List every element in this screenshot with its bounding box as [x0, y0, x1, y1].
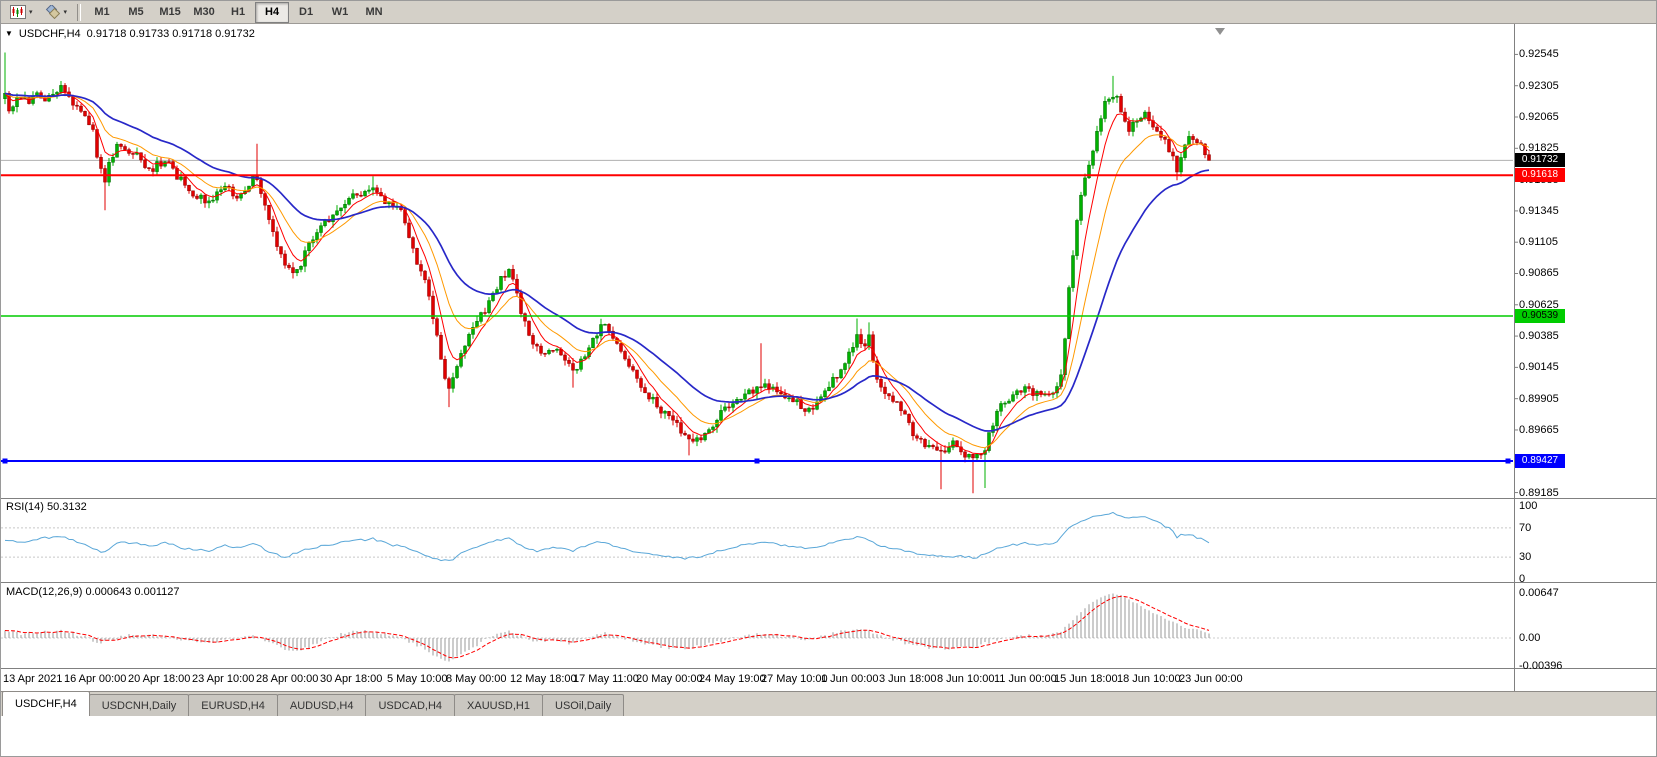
time-axis-label: 12 May 18:00: [510, 673, 577, 685]
rsi-axis-tick: 30: [1519, 551, 1532, 564]
macd-axis-tick: 0.00647: [1519, 587, 1559, 599]
macd-axis-tick: 0.00: [1519, 632, 1541, 644]
time-axis-label: 28 Apr 00:00: [256, 673, 319, 685]
hline-price-tag-0.90539: 0.90539: [1515, 309, 1565, 323]
time-axis-label: 5 May 10:00: [387, 673, 448, 685]
current-price-tag: 0.91732: [1515, 153, 1565, 168]
price-axis-tick: 0.91345: [1519, 204, 1559, 217]
chart-ohlc-values: 0.91718 0.91733 0.91718 0.91732: [86, 28, 255, 40]
chart-ohlc-header: ▼ USDCHF,H4 0.91718 0.91733 0.91718 0.91…: [5, 28, 255, 40]
hline-price-tag-0.89427: 0.89427: [1515, 454, 1565, 468]
time-axis-label: 23 Jun 00:00: [1179, 673, 1243, 685]
macd-histogram: [4, 593, 1210, 662]
time-axis-label: 24 May 19:00: [699, 673, 766, 685]
rsi-axis-tick: 0: [1519, 573, 1526, 585]
timeframe-h1[interactable]: H1: [231, 6, 246, 18]
moving-average-fast: [4, 91, 1210, 455]
price-axis-tick: 0.90385: [1519, 330, 1559, 343]
price-axis-tick: 0.91825: [1519, 142, 1559, 155]
time-axis-label: 17 May 11:00: [573, 673, 639, 685]
moving-average-mid: [4, 92, 1210, 449]
chart-profile-button[interactable]: ▾: [39, 2, 74, 23]
price-axis-tick: 0.90865: [1519, 267, 1559, 280]
time-axis-label: 18 Jun 10:00: [1117, 673, 1181, 685]
time-axis-label: 27 May 10:00: [761, 673, 828, 685]
time-axis-label: 16 Apr 00:00: [64, 673, 127, 685]
rsi-indicator-label: RSI(14) 50.3132: [6, 501, 87, 513]
price-axis-tick: 0.89185: [1519, 486, 1559, 499]
time-axis-label: 8 May 00:00: [446, 673, 507, 685]
macd-indicator-label: MACD(12,26,9) 0.000643 0.001127: [6, 586, 180, 598]
timeframe-w1[interactable]: W1: [331, 6, 349, 18]
timeframe-mn[interactable]: MN: [365, 6, 383, 18]
price-axis-tick: 0.92305: [1519, 79, 1559, 92]
rsi-line: [4, 511, 1210, 562]
timeframe-m30[interactable]: M30: [193, 6, 215, 18]
moving-average-slow: [4, 92, 1210, 432]
candlestick-chart-icon: [10, 5, 26, 19]
chart-tabs-bar: USDCHF,H4 USDCNH,Daily EURUSD,H4 AUDUSD,H4 U…: [1, 691, 1656, 716]
time-axis-label: 23 Apr 10:00: [192, 673, 255, 685]
tab-xauusd-h1[interactable]: XAUUSD,H1: [454, 694, 543, 716]
timeframe-m15[interactable]: M15: [159, 6, 181, 18]
time-axis-label: 30 Apr 18:00: [320, 673, 383, 685]
candlestick-series: [3, 52, 1211, 494]
hline-price-tag-0.91618: 0.91618: [1515, 168, 1565, 183]
tab-eurusd-h4[interactable]: EURUSD,H4: [188, 694, 278, 716]
chart-shift-marker[interactable]: [1215, 28, 1225, 35]
chevron-down-icon: ▾: [29, 9, 33, 16]
profile-layers-icon: [45, 5, 60, 19]
time-axis-label: 15 Jun 18:00: [1054, 673, 1118, 685]
time-axis-label: 3 Jun 18:00: [879, 673, 937, 685]
time-axis-label: 8 Jun 10:00: [937, 673, 995, 685]
macd-signal-line: [4, 595, 1210, 659]
price-axis-tick: 0.89905: [1519, 392, 1559, 405]
price-axis-tick: 0.89665: [1519, 423, 1559, 436]
chart-symbol-period: USDCHF,H4: [18, 28, 81, 40]
line-selection-handle[interactable]: [754, 458, 760, 464]
price-axis-tick: 0.90145: [1519, 361, 1559, 374]
top-toolbar: ▾ ▾ M1 M5 M15 M30 H1 H4 D1 W1 MN: [1, 1, 1656, 24]
tab-usoil-daily[interactable]: USOil,Daily: [542, 694, 625, 716]
price-axis-tick: 0.92065: [1519, 111, 1559, 123]
price-axis-tick: 0.90625: [1519, 298, 1559, 311]
time-axis-label: 20 May 00:00: [636, 673, 703, 685]
macd-axis-tick: -0.00396: [1519, 659, 1563, 672]
timeframe-m1[interactable]: M1: [94, 6, 110, 18]
time-axis-label: 11 Jun 00:00: [994, 673, 1057, 685]
timeframe-m5[interactable]: M5: [128, 6, 144, 18]
line-selection-handle[interactable]: [1505, 458, 1511, 464]
time-axis-label: 20 Apr 18:00: [128, 673, 191, 685]
timeframe-toolbar: M1 M5 M15 M30 H1 H4 D1 W1 MN: [85, 1, 391, 23]
rsi-axis-tick: 100: [1519, 500, 1538, 512]
time-axis-label: 13 Apr 2021: [3, 673, 63, 685]
tab-usdchf-h4[interactable]: USDCHF,H4: [2, 691, 90, 716]
tab-usdcad-h4[interactable]: USDCAD,H4: [365, 694, 456, 716]
tab-audusd-h4[interactable]: AUDUSD,H4: [276, 694, 367, 716]
symbol-dropdown-icon[interactable]: ▼: [5, 29, 13, 38]
price-axis-tick: 0.92545: [1519, 48, 1559, 61]
new-chart-button[interactable]: ▾: [4, 2, 39, 23]
line-selection-handle[interactable]: [2, 458, 8, 464]
time-axis-label: 1 Jun 00:00: [821, 673, 879, 685]
tab-usdcnh-daily[interactable]: USDCNH,Daily: [88, 694, 190, 716]
rsi-axis-tick: 70: [1519, 521, 1532, 534]
chevron-down-icon: ▾: [63, 9, 68, 16]
toolbar-separator: [77, 3, 82, 21]
timeframe-d1[interactable]: D1: [299, 6, 314, 18]
timeframe-h4[interactable]: H4: [255, 1, 290, 23]
price-axis-tick: 0.91105: [1519, 236, 1558, 249]
